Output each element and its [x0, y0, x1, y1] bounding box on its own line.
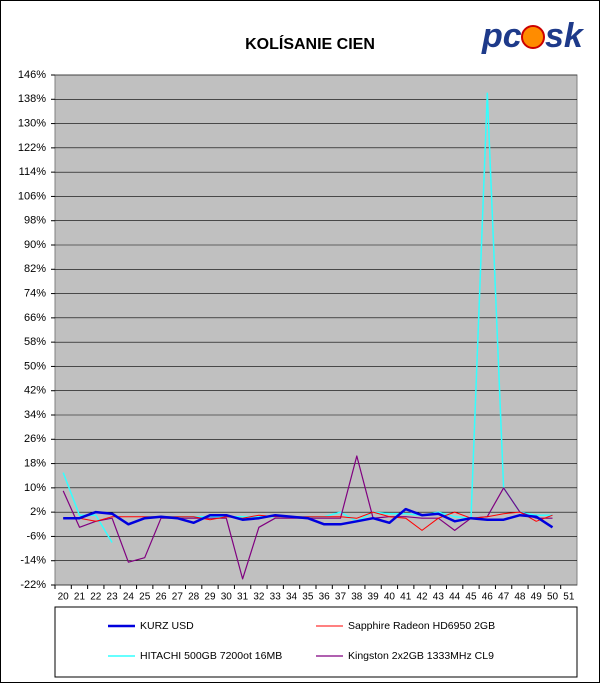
x-tick-label: 27 [172, 592, 184, 603]
y-tick-label: 18% [24, 457, 46, 469]
logo-right: sk [545, 17, 585, 55]
y-tick-label: 10% [24, 482, 46, 494]
x-tick-label: 50 [547, 592, 559, 603]
y-tick-label: 114% [19, 166, 47, 178]
legend-label: Kingston 2x2GB 1333MHz CL9 [348, 650, 494, 662]
x-tick-label: 34 [286, 592, 298, 603]
y-tick-label: 42% [24, 385, 46, 397]
y-tick-label: 58% [24, 336, 46, 348]
x-tick-label: 49 [531, 592, 543, 603]
y-tick-label: 146% [18, 69, 46, 81]
y-tick-label: 98% [24, 215, 46, 227]
y-tick-label: 26% [24, 433, 46, 445]
x-tick-label: 45 [465, 592, 477, 603]
series-line [63, 507, 554, 529]
y-tick-label: -14% [20, 555, 46, 567]
x-tick-label: 36 [319, 592, 331, 603]
x-tick-label: 38 [351, 592, 363, 603]
x-tick-label: 33 [270, 592, 282, 603]
y-tick-label: 90% [24, 239, 46, 251]
y-tick-label: 138% [18, 93, 46, 105]
y-tick-label: 122% [18, 142, 46, 154]
legend-label: KURZ USD [140, 620, 194, 632]
y-tick-label: 50% [24, 360, 46, 372]
x-tick-label: 37 [335, 592, 347, 603]
y-tick-label: -22% [20, 579, 46, 591]
x-tick-label: 31 [237, 592, 249, 603]
x-tick-label: 47 [498, 592, 510, 603]
y-tick-label: 2% [30, 506, 46, 518]
y-tick-label: 106% [18, 190, 46, 202]
x-tick-label: 32 [253, 592, 265, 603]
y-tick-label: 74% [24, 287, 46, 299]
x-tick-label: 21 [74, 592, 86, 603]
x-tick-label: 44 [449, 592, 461, 603]
plot-area [54, 74, 578, 586]
x-tick-label: 42 [416, 592, 428, 603]
x-tick-label: 46 [482, 592, 494, 603]
x-tick-label: 39 [368, 592, 380, 603]
x-tick-label: 20 [58, 592, 70, 603]
y-tick-label: 130% [18, 117, 46, 129]
y-tick-label: -6% [26, 530, 46, 542]
y-tick-label: 82% [24, 263, 46, 275]
chart-title: KOLÍSANIE CIEN [245, 34, 375, 53]
x-tick-label: 29 [204, 592, 216, 603]
x-tick-label: 48 [514, 592, 526, 603]
legend-label: HITACHI 500GB 7200ot 16MB [140, 650, 282, 662]
x-tick-label: 40 [384, 592, 396, 603]
x-tick-label: 23 [107, 592, 119, 603]
legend [54, 606, 578, 678]
x-tick-label: 35 [302, 592, 314, 603]
x-tick-label: 26 [155, 592, 167, 603]
x-tick-label: 28 [188, 592, 200, 603]
x-tick-label: 25 [139, 592, 151, 603]
x-tick-label: 24 [123, 592, 135, 603]
y-tick-label: 34% [24, 409, 46, 421]
y-tick-label: 66% [24, 312, 46, 324]
logo-left: pc [481, 17, 522, 55]
x-tick-label: 41 [400, 592, 412, 603]
legend-label: Sapphire Radeon HD6950 2GB [348, 620, 495, 632]
x-tick-label: 51 [563, 592, 575, 603]
x-tick-label: 43 [433, 592, 445, 603]
x-tick-label: 30 [221, 592, 233, 603]
x-tick-label: 22 [90, 592, 102, 603]
logo-flame [521, 25, 545, 49]
